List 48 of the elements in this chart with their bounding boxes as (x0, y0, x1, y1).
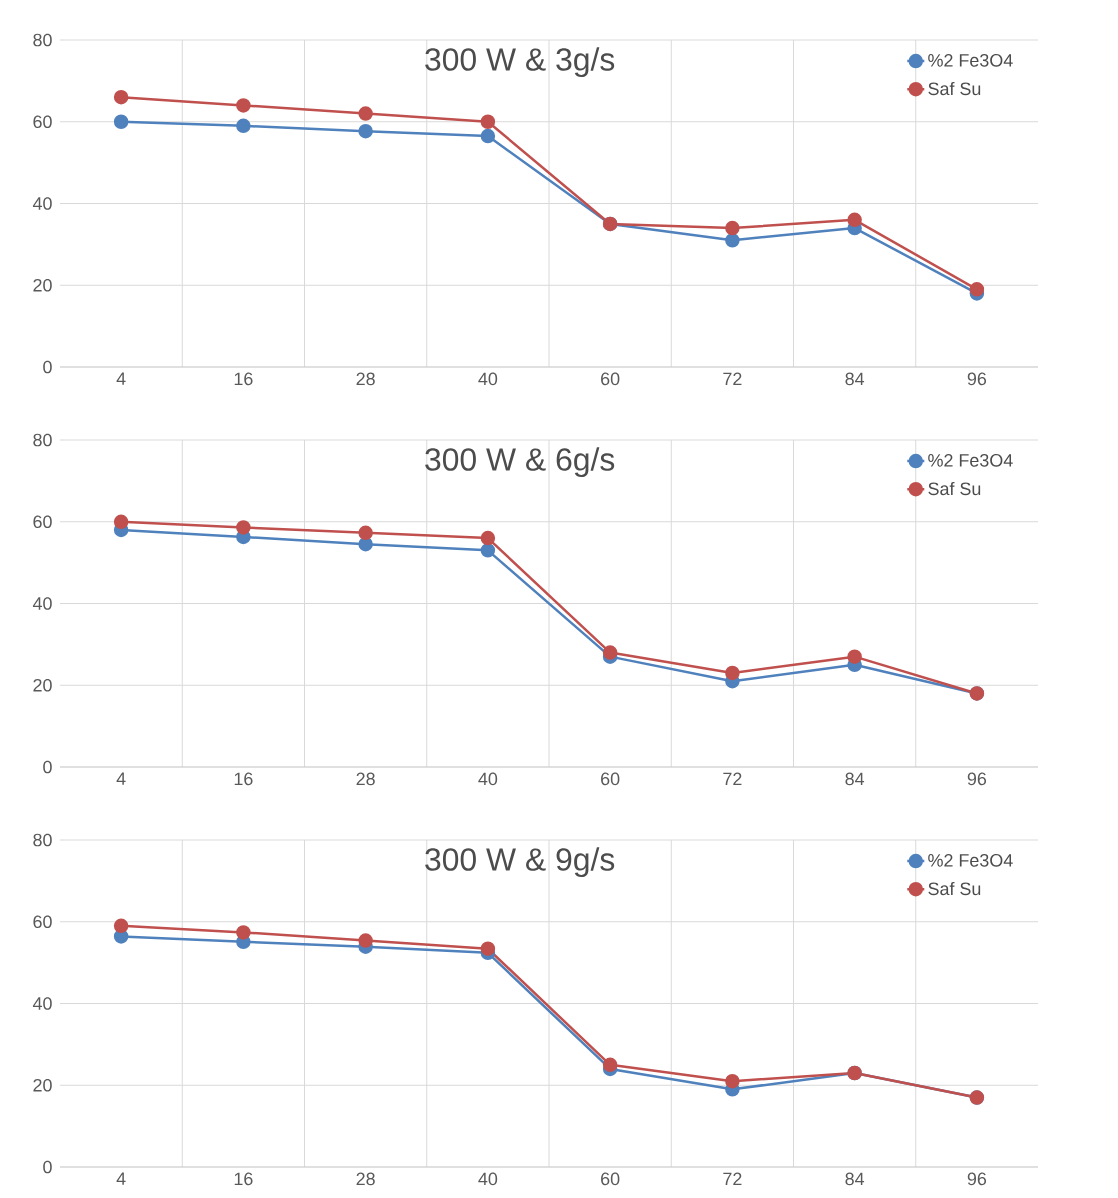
x-tick-label: 96 (967, 1172, 987, 1186)
y-tick-label: 20 (33, 678, 52, 692)
legend-label: %2 Fe3O4 (928, 53, 1013, 67)
x-tick-label: 28 (356, 772, 375, 786)
y-tick-label: 20 (33, 1078, 52, 1092)
x-tick-label: 96 (967, 772, 987, 786)
y-tick-label: 60 (33, 515, 52, 529)
y-tick-label: 60 (33, 115, 52, 129)
y-tick-label: 20 (33, 278, 52, 292)
x-tick-label: 40 (478, 1172, 498, 1186)
legend-label: Saf Su (928, 81, 981, 96)
chart-title: 300 W & 6g/s (425, 447, 615, 478)
x-tick-label: 60 (601, 372, 620, 386)
y-tick-label: 60 (33, 915, 52, 929)
x-tick-label: 40 (478, 772, 498, 786)
y-tick-label: 80 (33, 33, 52, 47)
y-tick-label: 40 (32, 997, 52, 1010)
legend-label: %2 Fe3O4 (928, 854, 1013, 867)
x-tick-label: 72 (723, 772, 742, 786)
y-tick-label: 0 (43, 1160, 52, 1174)
y-tick-label: 40 (32, 597, 52, 610)
x-tick-label: 16 (234, 1172, 253, 1186)
x-tick-label: 28 (356, 1172, 375, 1186)
x-tick-label: 60 (601, 1172, 620, 1186)
x-tick-label: 72 (723, 372, 742, 386)
y-tick-label: 0 (43, 360, 52, 374)
x-tick-label: 16 (234, 772, 253, 786)
x-tick-label: 40 (478, 372, 498, 386)
x-tick-label: 60 (601, 772, 620, 786)
legend-label: Saf Su (928, 882, 981, 896)
y-tick-label: 0 (43, 760, 52, 774)
x-tick-label: 72 (723, 1172, 742, 1186)
legend-label: Saf Su (928, 481, 981, 496)
y-tick-label: 80 (33, 433, 52, 447)
legend-label: %2 Fe3O4 (928, 453, 1013, 467)
y-tick-label: 80 (33, 833, 52, 847)
chart-title: 300 W & 9g/s (425, 847, 615, 878)
x-tick-label: 4 (116, 1172, 126, 1185)
x-tick-label: 4 (116, 772, 126, 785)
x-tick-label: 84 (845, 772, 865, 786)
x-tick-label: 96 (967, 372, 987, 386)
x-tick-label: 28 (356, 372, 375, 386)
x-tick-label: 84 (845, 372, 865, 386)
x-tick-label: 84 (845, 1172, 865, 1186)
chart-title: 300 W & 3g/s (425, 47, 615, 78)
x-tick-label: 4 (116, 372, 126, 385)
x-tick-label: 16 (234, 372, 253, 386)
y-tick-label: 40 (32, 197, 52, 210)
